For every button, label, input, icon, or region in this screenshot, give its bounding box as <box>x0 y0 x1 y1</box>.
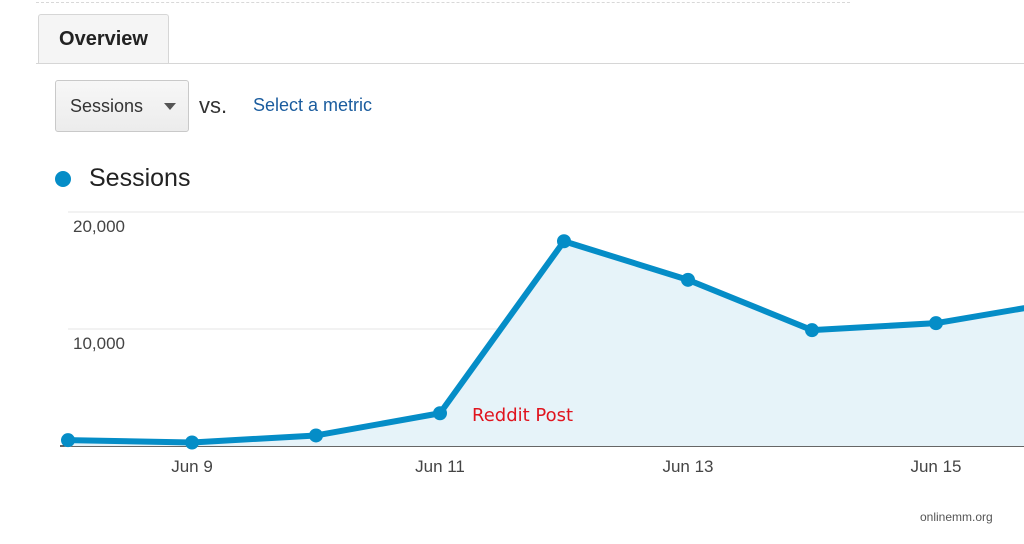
caret-down-icon <box>164 103 176 110</box>
data-point-jun-13[interactable] <box>681 272 695 287</box>
x-tick-label: Jun 9 <box>171 457 213 476</box>
tab-overview-label: Overview <box>59 27 148 50</box>
y-tick-label: 20,000 <box>73 217 125 236</box>
top-divider <box>36 2 850 3</box>
x-tick-label: Jun 13 <box>662 457 713 476</box>
x-tick-label: Jun 15 <box>910 457 961 476</box>
vs-label: vs. <box>199 93 228 118</box>
chart-legend: Sessions <box>55 164 190 193</box>
select-metric-link[interactable]: Select a metric <box>253 95 373 115</box>
legend-series-label: Sessions <box>89 164 191 192</box>
annotation-label: Reddit Post <box>472 405 573 426</box>
data-point-jun-12[interactable] <box>557 234 571 249</box>
data-point-jun-14[interactable] <box>805 323 819 338</box>
data-point-jun-15[interactable] <box>929 316 943 331</box>
data-point-jun-10[interactable] <box>309 428 323 443</box>
data-point-jun-11[interactable] <box>433 406 447 421</box>
metric-select-value: Sessions <box>70 95 144 116</box>
y-tick-label: 10,000 <box>73 334 125 353</box>
watermark-text: onlinemm.org <box>920 510 993 524</box>
data-point-jun-9[interactable] <box>185 435 199 450</box>
legend-dot-icon <box>55 170 71 187</box>
metric-select[interactable]: Sessions <box>55 80 189 132</box>
x-tick-label: Jun 11 <box>415 457 465 476</box>
series-area-sessions <box>68 241 1024 446</box>
data-point-jun-8[interactable] <box>61 433 75 448</box>
tab-strip-divider <box>36 63 1024 64</box>
